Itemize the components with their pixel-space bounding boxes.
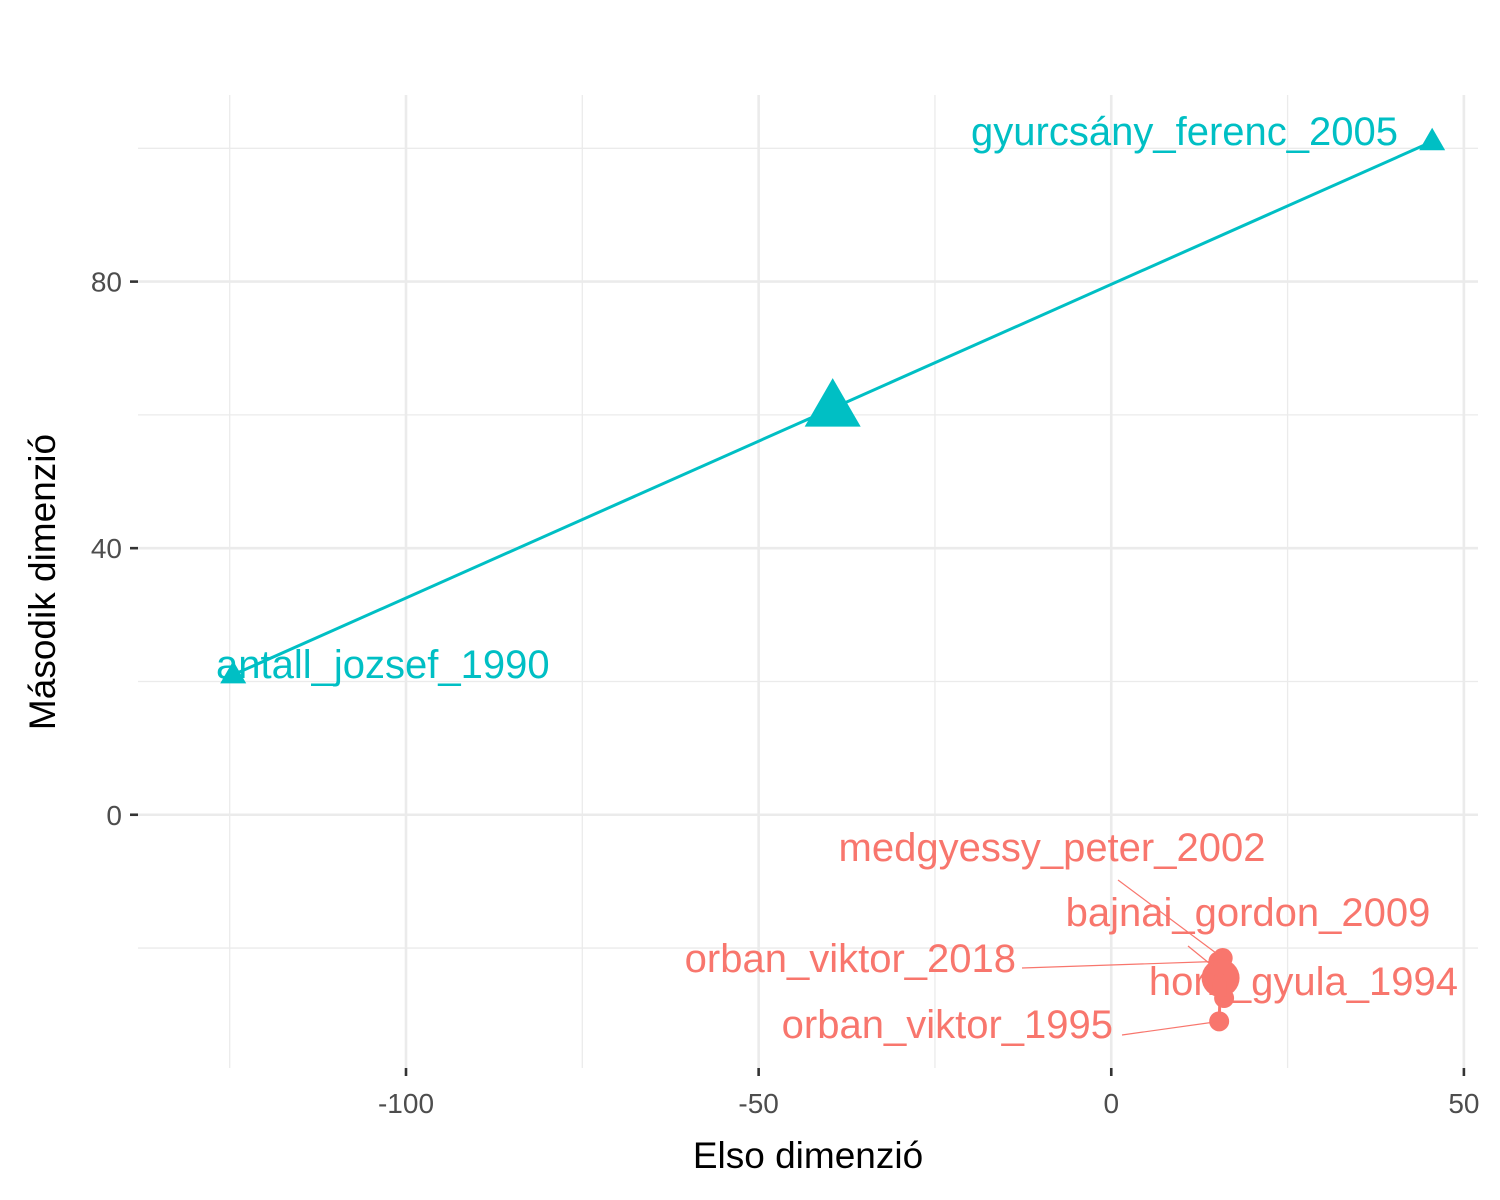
y-tick-label: 40: [91, 533, 122, 564]
major-grid: [138, 95, 1478, 1068]
y-axis-title: Második dimenzió: [22, 434, 63, 730]
x-tick-label: -100: [378, 1088, 434, 1119]
label-leader-line: [1117, 879, 1224, 959]
point-label: gyurcsány_ferenc_2005: [971, 110, 1398, 154]
point-label: bajnai_gordon_2009: [1066, 891, 1431, 935]
centroid-point: [804, 378, 861, 427]
connector-line: [232, 406, 834, 677]
data-marks: [220, 127, 1446, 1032]
point-label: orban_viktor_1995: [782, 1003, 1113, 1047]
data-point: [220, 660, 247, 684]
point-label: medgyessy_peter_2002: [839, 826, 1266, 870]
x-tick-label: -50: [738, 1088, 778, 1119]
label-leader-line: [1021, 960, 1219, 969]
axes: -100 -50 0 50 0 40 80: [91, 267, 1480, 1119]
point-labels: antall_jozsef_1990 gyurcsány_ferenc_2005m…: [216, 110, 1458, 1047]
x-tick-label: 0: [1103, 1088, 1119, 1119]
connector-line: [832, 140, 1433, 410]
point-label: horn_gyula_1994: [1149, 960, 1458, 1004]
x-tick-label: 50: [1448, 1088, 1479, 1119]
y-tick-label: 0: [106, 800, 122, 831]
centroid-point: [1201, 959, 1240, 998]
label-leader-line: [1187, 945, 1220, 972]
minor-grid: [138, 95, 1478, 1068]
x-axis-title: Elso dimenzió: [693, 1135, 923, 1176]
point-label: orban_viktor_2018: [685, 937, 1016, 981]
connector-lines: [232, 140, 1433, 1022]
data-point: [1419, 127, 1446, 151]
label-leader-line: [1121, 1020, 1220, 1036]
y-tick-label: 80: [91, 267, 122, 298]
point-label: antall_jozsef_1990: [216, 643, 550, 687]
